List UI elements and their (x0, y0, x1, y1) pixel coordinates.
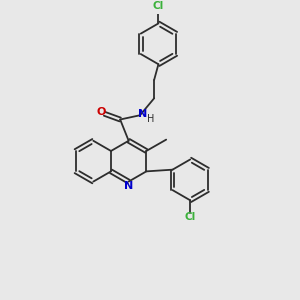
Text: N: N (138, 110, 147, 119)
Text: Cl: Cl (184, 212, 196, 222)
Text: H: H (147, 114, 154, 124)
Text: O: O (97, 107, 106, 117)
Text: N: N (124, 181, 133, 191)
Text: Cl: Cl (153, 2, 164, 11)
